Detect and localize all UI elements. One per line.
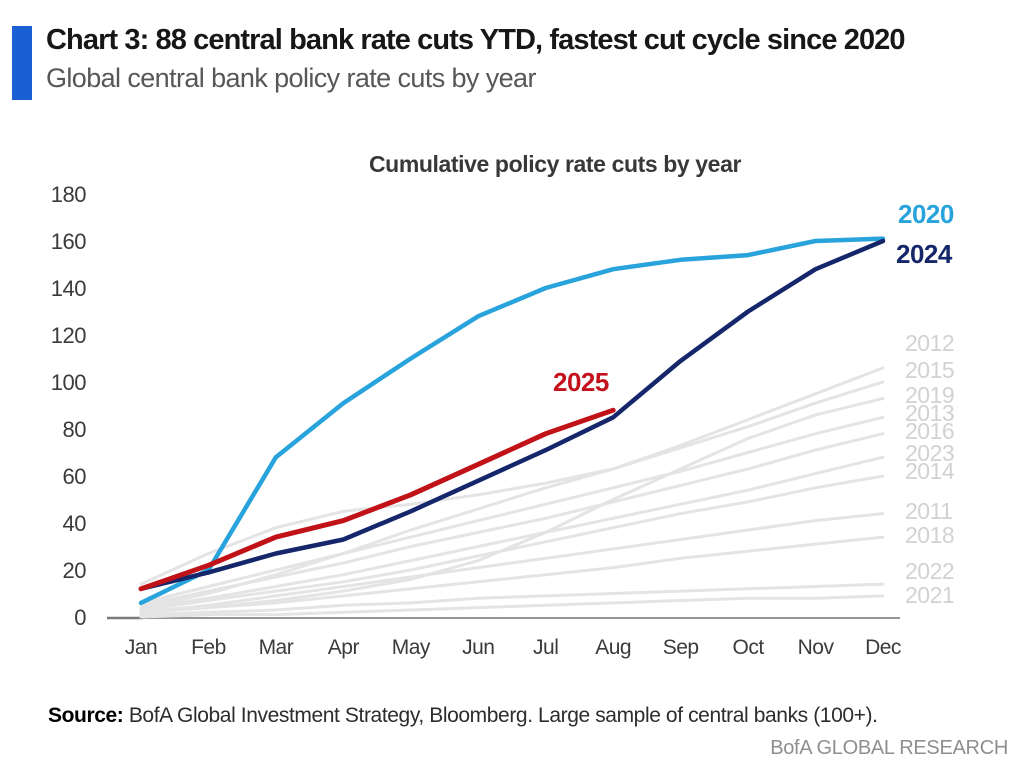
series-label-2012: 2012	[905, 330, 955, 356]
x-tick-label-feb: Feb	[191, 636, 226, 659]
page-subtitle: Global central bank policy rate cuts by …	[46, 63, 536, 93]
accent-bar	[12, 26, 32, 100]
series-line-2014	[139, 474, 885, 612]
series-label-2022: 2022	[905, 558, 955, 584]
series-label-2016: 2016	[905, 418, 955, 444]
series-label-2019: 2019	[905, 382, 955, 408]
series-line-2023	[139, 455, 885, 610]
series-line-2011	[139, 512, 885, 614]
x-tick-label-aug: Aug	[595, 636, 631, 659]
series-line-2015	[139, 380, 885, 586]
y-tick-label-120: 120	[51, 323, 86, 348]
series-line-2020	[138, 236, 886, 606]
y-tick-label-140: 140	[51, 276, 86, 301]
y-tick-label-100: 100	[51, 370, 86, 395]
source-label: Source:	[48, 704, 124, 727]
y-tick-label-0: 0	[74, 605, 86, 630]
series-label-2024: 2024	[896, 239, 952, 269]
series-label-2018: 2018	[905, 522, 955, 548]
source-text: BofA Global Investment Strategy, Bloombe…	[128, 704, 878, 727]
source-note: Source: BofA Global Investment Strategy,…	[48, 704, 998, 728]
series-line-2018	[139, 535, 885, 614]
y-tick-label-160: 160	[51, 229, 86, 254]
series-label-2020: 2020	[898, 199, 954, 229]
x-tick-label-jul: Jul	[533, 636, 558, 659]
series-label-2011: 2011	[905, 498, 953, 524]
series-line-2016	[139, 432, 885, 607]
series-label-2014: 2014	[905, 458, 955, 484]
x-tick-label-mar: Mar	[259, 636, 294, 659]
series-line-2024	[138, 238, 886, 592]
x-tick-label-may: May	[392, 636, 431, 659]
chart-title: Cumulative policy rate cuts by year	[368, 151, 742, 177]
y-tick-label-40: 40	[63, 511, 87, 536]
y-tick-label-20: 20	[63, 558, 87, 583]
x-tick-label-jun: Jun	[462, 636, 494, 659]
x-tick-label-dec: Dec	[865, 636, 901, 659]
y-tick-label-80: 80	[63, 417, 87, 442]
y-tick-label-180: 180	[51, 182, 86, 207]
series-label-2021: 2021	[905, 582, 955, 608]
series-label-2013: 2013	[905, 400, 955, 426]
y-tick-label-60: 60	[63, 464, 87, 489]
series-line-2013	[139, 415, 885, 605]
x-tick-label-sep: Sep	[663, 636, 699, 659]
series-label-2025: 2025	[553, 367, 609, 397]
series-label-2015: 2015	[905, 357, 955, 383]
series-line-2025	[138, 407, 616, 592]
series-line-2022	[139, 582, 885, 617]
x-tick-label-nov: Nov	[798, 636, 835, 659]
series-line-2019	[139, 396, 885, 614]
x-tick-label-apr: Apr	[328, 636, 360, 659]
series-line-2021	[139, 594, 885, 619]
x-tick-label-oct: Oct	[733, 636, 765, 659]
page-title: Chart 3: 88 central bank rate cuts YTD, …	[46, 24, 906, 56]
x-tick-label-jan: Jan	[125, 636, 157, 659]
series-label-2023: 2023	[905, 440, 955, 466]
brand-text: BofA GLOBAL RESEARCH	[770, 737, 1008, 759]
